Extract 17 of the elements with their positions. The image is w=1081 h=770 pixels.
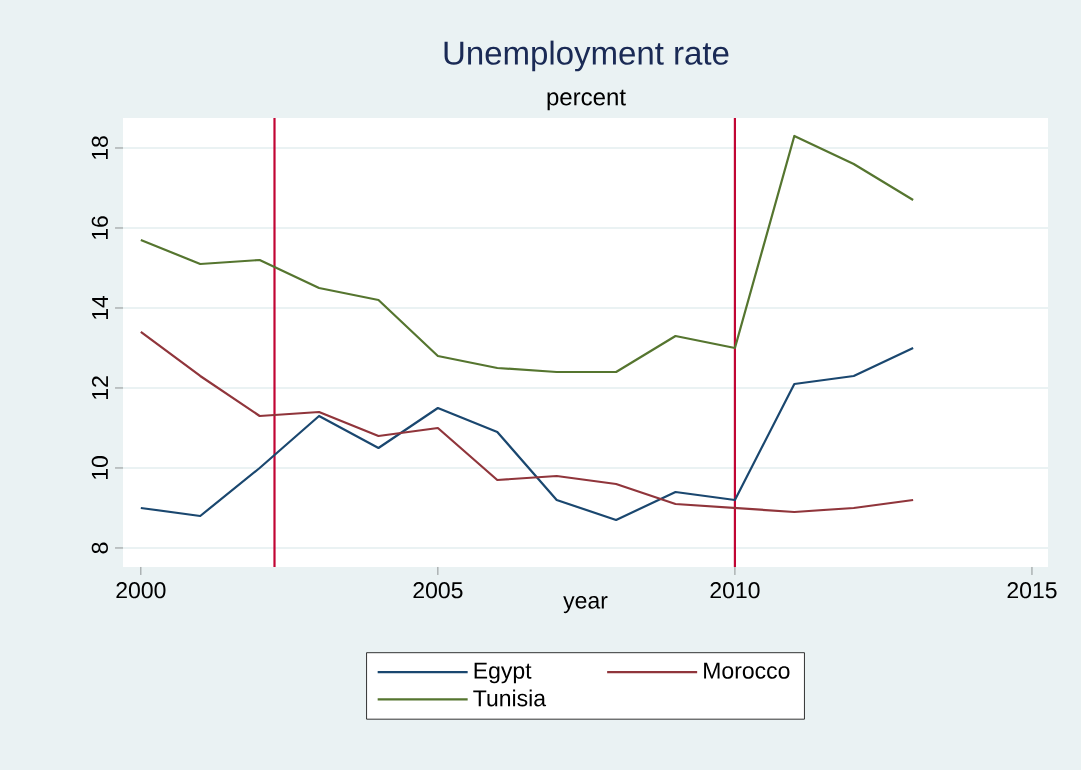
x-tick-label: 2005 <box>413 582 463 599</box>
y-tick-label: 16 <box>91 216 108 240</box>
y-tick-label: 10 <box>91 456 108 480</box>
chart-title: Unemployment rate <box>444 40 729 72</box>
legend-label: Tunisia <box>473 689 547 707</box>
x-tick-label: 2015 <box>1007 582 1057 599</box>
line-series <box>139 134 915 374</box>
x-tick-label: 2000 <box>116 582 166 599</box>
legend-label: Morocco <box>704 662 790 679</box>
x-tick-label: 2010 <box>710 582 760 599</box>
y-tick-label: 18 <box>91 136 108 160</box>
x-axis-title: year <box>563 596 608 614</box>
chart-subtitle: percent <box>547 89 626 111</box>
legend-label: Egypt <box>474 662 532 684</box>
y-tick-label: 8 <box>91 542 108 554</box>
y-tick-label: 14 <box>92 295 108 320</box>
y-tick-label: 12 <box>91 376 108 400</box>
